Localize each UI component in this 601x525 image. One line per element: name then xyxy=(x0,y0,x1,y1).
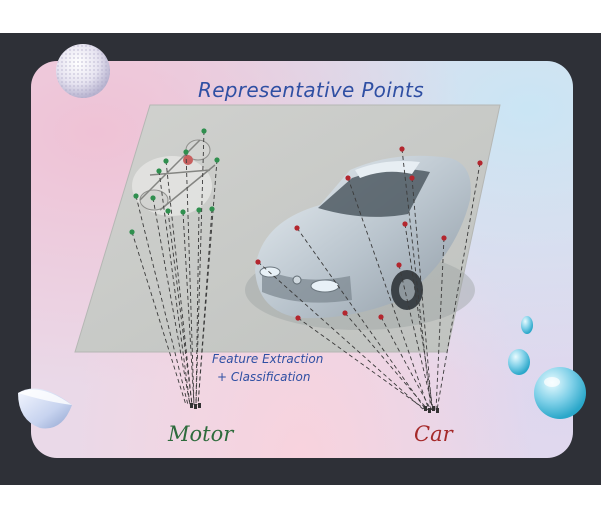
decorative-bowl xyxy=(18,388,72,429)
car-projection-lines xyxy=(257,148,481,411)
class-label-motor: Motor xyxy=(168,422,234,446)
motor-convergence-point xyxy=(190,403,201,409)
process-label-line1: Feature Extraction xyxy=(212,352,324,366)
decorative-sphere xyxy=(56,44,110,98)
car-representative-points xyxy=(255,146,483,321)
car-convergence-point xyxy=(424,406,439,413)
decorative-drops xyxy=(508,316,586,419)
process-label-line2: + Classification xyxy=(217,370,311,384)
class-label-car: Car xyxy=(414,422,453,446)
diagram-title: Representative Points xyxy=(198,78,424,102)
motor-projection-lines xyxy=(131,130,218,406)
motor-representative-points xyxy=(129,128,220,235)
car-image xyxy=(245,155,475,330)
